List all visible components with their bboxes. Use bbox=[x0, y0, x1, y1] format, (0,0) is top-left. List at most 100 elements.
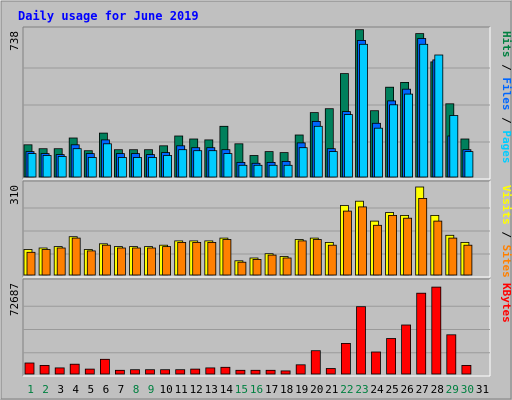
x-tick-label: 2 bbox=[42, 383, 49, 396]
bar-kbytes-day-15 bbox=[235, 369, 246, 375]
panel-max-label: 310 bbox=[8, 185, 21, 205]
bar-kbytes-day-26 bbox=[401, 324, 412, 375]
bar-sites-day-7 bbox=[117, 247, 126, 276]
bar-sites-day-17 bbox=[267, 254, 277, 276]
bar-kbytes-day-13 bbox=[205, 367, 216, 375]
x-tick-label: 8 bbox=[133, 383, 140, 396]
bar-pages-day-27 bbox=[419, 43, 429, 178]
legend-entry: KBytes bbox=[500, 283, 512, 323]
panel-kbytes: 72687 KBytes bbox=[8, 278, 512, 377]
bar-kbytes-day-25 bbox=[386, 338, 397, 375]
bar-kbytes-day-7 bbox=[115, 369, 125, 375]
bar-sites-day-28 bbox=[433, 220, 443, 276]
bar-kbytes-day-1 bbox=[24, 362, 35, 375]
bar-sites-day-6 bbox=[102, 244, 111, 276]
bar-sites-day-12 bbox=[192, 241, 202, 276]
legend-entry: Sites bbox=[500, 245, 512, 278]
x-tick-label: 5 bbox=[87, 383, 94, 396]
bar-sites-day-29 bbox=[448, 237, 458, 276]
bar-pages-day-14 bbox=[223, 153, 233, 178]
bar-pages-day-19 bbox=[298, 147, 308, 178]
x-tick-label: 15 bbox=[235, 383, 248, 396]
bar-sites-day-10 bbox=[162, 246, 172, 276]
chart-title: Daily usage for June 2019 bbox=[18, 9, 199, 23]
bar-sites-day-20 bbox=[312, 239, 322, 276]
bar-pages-day-6 bbox=[103, 143, 112, 178]
bar-sites-day-14 bbox=[222, 239, 232, 276]
x-tick-label: 11 bbox=[175, 383, 188, 396]
bar-pages-day-17 bbox=[268, 164, 278, 178]
x-tick-label: 14 bbox=[220, 383, 234, 396]
legend-entry: / bbox=[500, 111, 512, 131]
bar-sites-day-30 bbox=[463, 244, 473, 276]
bar-kbytes-day-27 bbox=[416, 292, 427, 375]
bar-pages-day-5 bbox=[87, 157, 97, 178]
bar-pages-day-29 bbox=[449, 115, 459, 178]
bar-sites-day-26 bbox=[403, 217, 413, 276]
bar-sites-day-22 bbox=[342, 210, 352, 276]
bar-kbytes-day-14 bbox=[220, 366, 231, 375]
x-tick-label: 16 bbox=[250, 383, 263, 396]
panel-legend: Visits / Sites bbox=[500, 185, 512, 278]
panel-legend: KBytes bbox=[500, 283, 512, 323]
bar-kbytes-day-16 bbox=[250, 369, 261, 375]
bar-kbytes-day-24 bbox=[371, 351, 381, 375]
bar-sites-day-23 bbox=[358, 206, 367, 276]
bar-pages-day-23 bbox=[359, 43, 368, 178]
bar-kbytes-day-30 bbox=[461, 364, 472, 375]
bar-kbytes-day-21 bbox=[325, 368, 336, 375]
panel-sites-visits: 310 Visits / Sites bbox=[8, 180, 512, 278]
bar-sites-day-27 bbox=[418, 197, 428, 276]
x-tick-label: 28 bbox=[431, 383, 444, 396]
legend-entry: Pages bbox=[500, 130, 512, 163]
bar-kbytes-day-2 bbox=[39, 364, 50, 375]
x-tick-label: 20 bbox=[310, 383, 323, 396]
x-tick-label: 12 bbox=[190, 383, 203, 396]
x-tick-label: 6 bbox=[103, 383, 110, 396]
bar-sites-day-2 bbox=[41, 249, 51, 276]
x-tick-label: 26 bbox=[400, 383, 413, 396]
bar-pages-day-12 bbox=[193, 150, 203, 178]
x-tick-label: 9 bbox=[148, 383, 155, 396]
bar-kbytes-day-20 bbox=[310, 350, 321, 375]
bar-pages-day-11 bbox=[178, 149, 188, 178]
x-tick-label: 19 bbox=[295, 383, 308, 396]
bar-kbytes-day-19 bbox=[295, 364, 306, 375]
bar-kbytes-day-23 bbox=[356, 306, 366, 375]
x-tick-label: 22 bbox=[340, 383, 353, 396]
bar-kbytes-day-4 bbox=[69, 363, 80, 375]
legend-entry: / bbox=[500, 225, 512, 245]
bar-kbytes-day-12 bbox=[190, 368, 201, 375]
x-tick-label: 25 bbox=[385, 383, 398, 396]
bar-sites-day-13 bbox=[207, 241, 217, 276]
bar-sites-day-16 bbox=[252, 258, 262, 276]
bar-pages-day-8 bbox=[133, 157, 142, 178]
x-tick-label: 29 bbox=[446, 383, 459, 396]
x-tick-label: 21 bbox=[325, 383, 338, 396]
bar-sites-day-11 bbox=[177, 241, 187, 276]
bar-kbytes-day-18 bbox=[280, 370, 291, 375]
bar-kbytes-day-10 bbox=[160, 369, 171, 375]
panel-max-label: 72687 bbox=[8, 283, 21, 316]
x-tick-label: 18 bbox=[280, 383, 293, 396]
bar-kbytes-day-9 bbox=[145, 369, 155, 375]
bar-sites-day-24 bbox=[373, 224, 382, 276]
bar-pages-day-16 bbox=[253, 164, 263, 178]
panel-max-label: 738 bbox=[8, 31, 21, 51]
bar-pages-day-18 bbox=[283, 164, 293, 178]
bar-kbytes-day-17 bbox=[265, 369, 276, 375]
bar-pages-day-7 bbox=[118, 157, 127, 178]
legend-entry: / bbox=[500, 58, 512, 78]
bar-sites-day-5 bbox=[86, 250, 96, 276]
bar-pages-day-28 bbox=[434, 54, 444, 178]
x-tick-label: 7 bbox=[118, 383, 125, 396]
x-tick-label: 10 bbox=[159, 383, 172, 396]
x-tick-label: 24 bbox=[370, 383, 384, 396]
bar-pages-day-15 bbox=[238, 164, 248, 178]
bar-pages-day-30 bbox=[464, 151, 474, 178]
x-tick-label: 17 bbox=[265, 383, 278, 396]
bar-kbytes-day-11 bbox=[175, 369, 186, 375]
legend-entry: Visits bbox=[500, 185, 512, 225]
bar-pages-day-9 bbox=[148, 157, 157, 178]
panel-pages-files-hits: 738 Hits / Files / Pages bbox=[8, 26, 512, 180]
